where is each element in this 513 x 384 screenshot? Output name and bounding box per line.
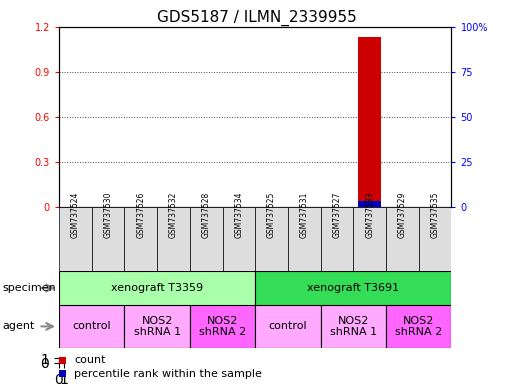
Bar <box>321 305 386 348</box>
Text: control: control <box>269 321 307 331</box>
Text: NOS2
shRNA 1: NOS2 shRNA 1 <box>133 316 181 337</box>
Text: NOS2
shRNA 2: NOS2 shRNA 2 <box>199 316 246 337</box>
Text: xenograft T3359: xenograft T3359 <box>111 283 203 293</box>
Bar <box>386 305 451 348</box>
Bar <box>255 271 451 305</box>
Text: GSM737530: GSM737530 <box>104 191 112 238</box>
Text: GSM737527: GSM737527 <box>332 191 342 238</box>
Bar <box>59 305 124 348</box>
Bar <box>92 207 125 271</box>
Text: GSM737528: GSM737528 <box>202 192 211 238</box>
Bar <box>59 271 255 305</box>
Bar <box>321 207 353 271</box>
Text: NOS2
shRNA 2: NOS2 shRNA 2 <box>395 316 442 337</box>
Bar <box>358 37 381 207</box>
Text: NOS2
shRNA 1: NOS2 shRNA 1 <box>330 316 377 337</box>
Bar <box>190 207 223 271</box>
Text: GDS5187 / ILMN_2339955: GDS5187 / ILMN_2339955 <box>156 10 357 26</box>
Bar <box>124 305 190 348</box>
Bar <box>157 207 190 271</box>
Text: specimen: specimen <box>3 283 56 293</box>
Text: GSM737534: GSM737534 <box>234 191 243 238</box>
Text: control: control <box>72 321 111 331</box>
Bar <box>223 207 255 271</box>
Text: GSM737531: GSM737531 <box>300 191 309 238</box>
Bar <box>288 207 321 271</box>
Text: GSM737524: GSM737524 <box>71 191 80 238</box>
Text: GSM737533: GSM737533 <box>365 191 374 238</box>
Text: GSM737525: GSM737525 <box>267 191 276 238</box>
Bar <box>358 201 381 207</box>
Text: GSM737535: GSM737535 <box>430 191 440 238</box>
Bar <box>419 207 451 271</box>
Text: GSM737532: GSM737532 <box>169 191 178 238</box>
Text: percentile rank within the sample: percentile rank within the sample <box>74 369 262 379</box>
Bar <box>255 207 288 271</box>
Bar <box>124 207 157 271</box>
Bar <box>255 305 321 348</box>
Text: xenograft T3691: xenograft T3691 <box>307 283 400 293</box>
Bar <box>190 305 255 348</box>
Bar <box>59 207 92 271</box>
Text: GSM737526: GSM737526 <box>136 191 145 238</box>
Text: count: count <box>74 355 106 365</box>
Bar <box>353 207 386 271</box>
Text: GSM737529: GSM737529 <box>398 191 407 238</box>
Bar <box>386 207 419 271</box>
Text: agent: agent <box>3 321 35 331</box>
